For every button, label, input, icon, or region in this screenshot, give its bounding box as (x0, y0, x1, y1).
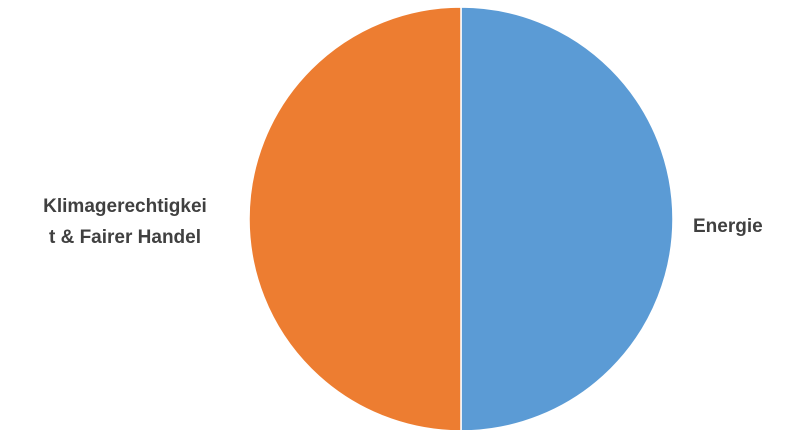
pie-label-energie: Energie (693, 216, 763, 237)
pie-slice-energie (460, 6, 674, 430)
pie-slice-klimagerechtigkeit (248, 6, 462, 430)
pie-slices (248, 6, 674, 430)
pie-label-line: t & Fairer Handel (49, 227, 201, 248)
pie-label-klimagerechtigkeit: Klimagerechtigkei t & Fairer Handel (43, 196, 207, 248)
pie-labels: Energie Klimagerechtigkei t & Fairer Hande… (43, 196, 763, 248)
pie-label-line: Energie (693, 216, 763, 237)
pie-label-line: Klimagerechtigkei (43, 196, 207, 217)
